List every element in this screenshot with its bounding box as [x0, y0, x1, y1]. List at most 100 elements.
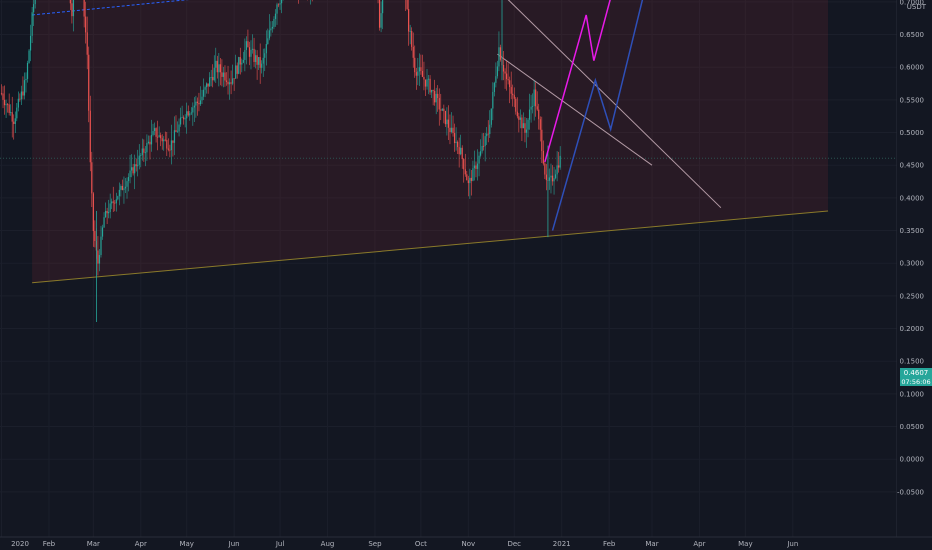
- candle-body: [124, 186, 127, 189]
- candle-body: [519, 117, 521, 120]
- candle-body: [123, 188, 125, 190]
- candle-body: [438, 98, 440, 110]
- candle-body: [225, 80, 228, 82]
- candle-body: [189, 113, 191, 116]
- candle-body: [421, 70, 424, 77]
- time-tick-label: Apr: [135, 540, 147, 548]
- candle-body: [69, 0, 71, 4]
- candle-body: [493, 82, 495, 92]
- candle-body: [227, 81, 229, 85]
- candle-body: [160, 135, 162, 139]
- time-tick-label: Oct: [415, 540, 427, 548]
- candle-body: [470, 177, 472, 181]
- candle-body: [277, 4, 280, 6]
- candle-body: [429, 78, 431, 93]
- candle-body: [118, 189, 120, 197]
- candle-body: [166, 139, 168, 149]
- time-tick-label: 2021: [553, 540, 571, 548]
- candle-body: [486, 133, 488, 137]
- last-price-badge[interactable]: 0.4607 07:56:06: [900, 368, 932, 386]
- candle-body: [443, 108, 445, 111]
- candle-body: [542, 150, 544, 164]
- candle-body: [408, 9, 410, 32]
- candle-body: [187, 111, 189, 116]
- candle-body: [256, 55, 258, 65]
- candle-body: [10, 112, 12, 114]
- candle-body: [532, 105, 534, 107]
- candle-body: [147, 141, 150, 143]
- candle-body: [101, 227, 104, 237]
- candle-body: [89, 110, 91, 163]
- candle-body: [273, 18, 275, 27]
- candle-body: [535, 89, 537, 107]
- candle-body: [528, 109, 531, 120]
- candle-body: [518, 116, 520, 120]
- candle-body: [94, 231, 96, 242]
- candle-body: [126, 181, 128, 187]
- candle-body: [157, 136, 159, 138]
- candle-body: [452, 127, 454, 134]
- projections: [544, 0, 758, 231]
- candle-body: [33, 4, 35, 13]
- candle-body: [104, 210, 107, 218]
- last-price-badge-bg: [900, 368, 932, 386]
- candle-body: [28, 50, 30, 63]
- candle-body: [141, 148, 143, 156]
- time-tick-label: May: [738, 540, 752, 548]
- candle-body: [97, 250, 99, 264]
- candle-body: [108, 211, 110, 214]
- time-tick-label: Nov: [461, 540, 475, 548]
- candle-body: [544, 163, 546, 175]
- time-axis[interactable]: 2020 Feb Mar Apr May Jun Jul Aug Sep Oct Nov Dec 202…: [11, 540, 798, 548]
- candle-body: [475, 165, 477, 169]
- candle-body: [264, 53, 266, 58]
- candle-body: [212, 77, 214, 81]
- candle-body: [143, 148, 145, 153]
- candle-body: [261, 63, 263, 68]
- candle-body: [153, 128, 156, 132]
- candle-body: [539, 119, 541, 130]
- candle-body: [20, 91, 22, 100]
- trendline-main-resistance[interactable]: [0, 0, 722, 209]
- candle-body: [109, 203, 111, 212]
- price-tick-label: 0.2000: [900, 325, 925, 333]
- candle-body: [183, 117, 185, 120]
- candle-body: [26, 62, 29, 79]
- time-tick-label: Feb: [43, 540, 56, 548]
- candle-body: [215, 60, 217, 68]
- candle-body: [161, 138, 163, 142]
- candle-body: [167, 148, 169, 150]
- candle-body: [450, 127, 453, 133]
- trendline-short-resistance[interactable]: [497, 53, 653, 166]
- candles: [0, 0, 561, 323]
- candle-body: [16, 107, 18, 119]
- candle-body: [241, 62, 243, 65]
- candle-body: [144, 152, 146, 154]
- candle-body: [437, 93, 439, 99]
- price-axis-panel[interactable]: [897, 0, 932, 537]
- candle-body: [221, 72, 223, 77]
- candle-body: [186, 111, 188, 119]
- candle-body: [181, 117, 183, 119]
- candle-body: [201, 96, 203, 101]
- candle-body: [446, 119, 448, 125]
- candle-body: [235, 65, 237, 79]
- candle-body: [114, 202, 116, 204]
- candle-body: [158, 135, 160, 137]
- candle-body: [516, 111, 518, 117]
- candle-body: [195, 101, 197, 106]
- candle-body: [198, 102, 200, 105]
- candle-body: [265, 44, 267, 54]
- candle-body: [271, 26, 274, 29]
- candle-body: [213, 67, 215, 81]
- time-tick-label: Apr: [693, 540, 705, 548]
- projection-magenta-path[interactable]: [544, 0, 736, 163]
- candle-body: [515, 98, 517, 112]
- channel-bottom-line[interactable]: [32, 210, 829, 284]
- candle-body: [85, 16, 87, 33]
- projection-blue-path[interactable]: [551, 0, 758, 231]
- candle-body: [479, 151, 482, 156]
- trendlines: [0, 0, 722, 209]
- candle-body: [31, 12, 33, 36]
